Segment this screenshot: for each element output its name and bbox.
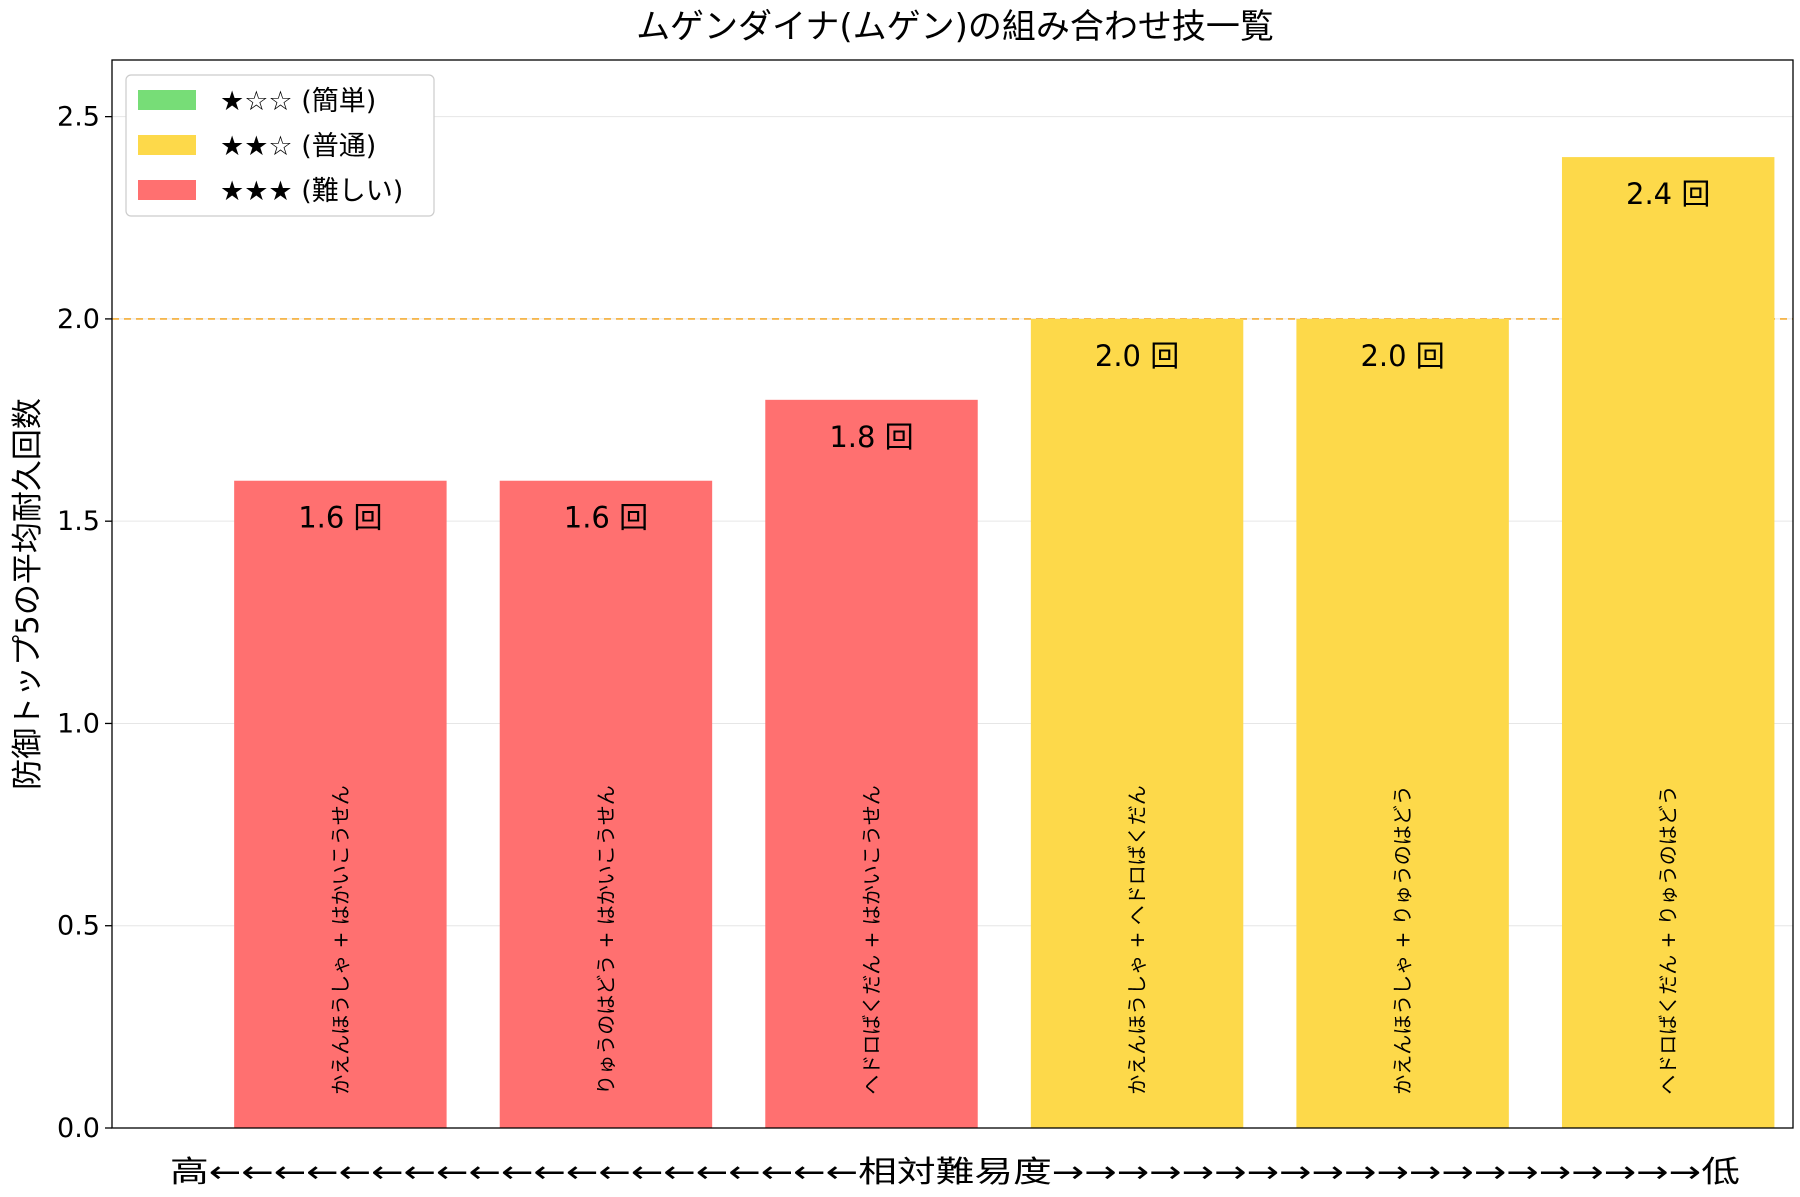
category-label: ヘドロばくだん + はかいこうせん: [860, 785, 884, 1094]
bar: [1296, 318, 1509, 1129]
legend: ★☆☆ (簡単) ★★☆ (普通) ★★★ (難しい): [125, 74, 435, 217]
bar: [1561, 157, 1775, 1128]
legend-label: ★★☆ (普通): [220, 131, 376, 162]
y-tick-label: 0.0: [57, 1113, 100, 1144]
y-tick-label: 0.5: [57, 911, 100, 942]
y-tick-label: 1.0: [57, 708, 100, 739]
legend-label: ★★★ (難しい): [220, 176, 403, 207]
bar-value-label: 1.6 回: [298, 501, 382, 535]
y-axis: 0.0 0.5 1.0 1.5 2.0 2.5: [57, 102, 112, 1144]
legend-swatch: [138, 135, 196, 155]
plot-frame: [111, 59, 1794, 1129]
bar-value-label: 1.6 回: [564, 501, 648, 535]
legend-swatch: [138, 90, 196, 110]
x-axis-label: 高←←←←←←←←←←←←←←←←←←←←相対難易度→→→→→→→→→→→→→→…: [170, 1155, 1740, 1190]
category-label: かえんほうしゃ + ヘドロばくだん: [1125, 785, 1149, 1094]
bars: [234, 157, 1775, 1129]
bar: [765, 399, 978, 1128]
category-label: りゅうのはどう + はかいこうせん: [594, 785, 618, 1094]
y-tick-label: 2.5: [57, 102, 100, 133]
chart-title: ムゲンダイナ(ムゲン)の組み合わせ技一覧: [636, 7, 1274, 47]
y-tick-label: 2.0: [57, 304, 100, 335]
legend-label: ★☆☆ (簡単): [220, 86, 376, 117]
bar-value-label: 2.4 回: [1626, 177, 1710, 211]
bar-value-label: 2.0 回: [1360, 339, 1444, 373]
legend-box: [125, 74, 435, 217]
y-tick-label: 1.5: [57, 506, 100, 537]
bar: [499, 480, 713, 1128]
category-labels: かえんほうしゃ + はかいこうせん りゅうのはどう + はかいこうせん ヘドロばくだ…: [328, 785, 1680, 1094]
bar-value-label: 1.8 回: [829, 420, 913, 454]
bar: [1030, 318, 1244, 1129]
legend-swatch: [138, 180, 196, 200]
bar-value-label: 2.0 回: [1095, 339, 1179, 373]
category-label: かえんほうしゃ + はかいこうせん: [328, 785, 352, 1094]
category-label: ヘドロばくだん + りゅうのはどう: [1656, 785, 1680, 1094]
y-axis-label: 防御トップ5の平均耐久回数: [10, 398, 46, 790]
bar: [234, 480, 447, 1128]
value-labels: 1.6 回 1.6 回 1.8 回 2.0 回 2.0 回 2.4 回: [298, 177, 1710, 535]
category-label: かえんほうしゃ + りゅうのはどう: [1391, 785, 1415, 1094]
